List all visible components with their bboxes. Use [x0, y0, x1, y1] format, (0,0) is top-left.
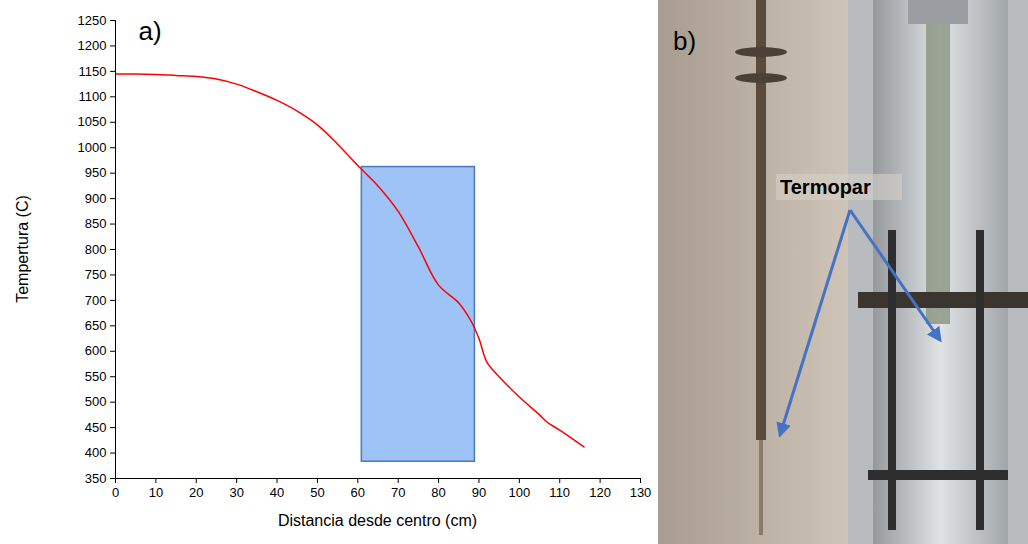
svg-text:100: 100 — [508, 485, 530, 500]
svg-text:750: 750 — [85, 267, 107, 282]
svg-text:b): b) — [673, 26, 696, 56]
svg-text:50: 50 — [310, 485, 324, 500]
svg-text:900: 900 — [85, 191, 107, 206]
svg-text:Termopar: Termopar — [780, 176, 871, 198]
svg-text:450: 450 — [85, 420, 107, 435]
svg-text:500: 500 — [85, 394, 107, 409]
svg-text:110: 110 — [549, 485, 570, 500]
svg-text:1150: 1150 — [79, 64, 107, 79]
svg-text:350: 350 — [85, 471, 107, 486]
svg-text:Distancia desde centro (cm): Distancia desde centro (cm) — [278, 512, 477, 529]
svg-text:950: 950 — [85, 165, 107, 180]
svg-text:700: 700 — [85, 293, 107, 308]
svg-text:90: 90 — [472, 485, 486, 500]
svg-text:80: 80 — [431, 485, 445, 500]
svg-text:120: 120 — [589, 485, 611, 500]
svg-text:800: 800 — [85, 242, 107, 257]
svg-text:400: 400 — [85, 445, 107, 460]
svg-text:Tempertura (C): Tempertura (C) — [14, 195, 31, 303]
svg-text:1000: 1000 — [78, 140, 107, 155]
svg-text:30: 30 — [229, 485, 243, 500]
svg-text:550: 550 — [85, 369, 107, 384]
svg-text:a): a) — [138, 16, 161, 46]
svg-text:600: 600 — [85, 343, 107, 358]
svg-text:130: 130 — [630, 485, 652, 500]
svg-text:20: 20 — [189, 485, 203, 500]
svg-text:1200: 1200 — [78, 38, 107, 53]
svg-text:0: 0 — [112, 485, 119, 500]
svg-text:1100: 1100 — [79, 89, 107, 104]
svg-text:70: 70 — [391, 485, 405, 500]
svg-text:40: 40 — [270, 485, 284, 500]
svg-text:650: 650 — [85, 318, 107, 333]
svg-text:1050: 1050 — [78, 114, 107, 129]
svg-text:60: 60 — [351, 485, 365, 500]
svg-text:1250: 1250 — [78, 13, 107, 28]
svg-text:850: 850 — [85, 216, 107, 231]
svg-text:10: 10 — [149, 485, 163, 500]
